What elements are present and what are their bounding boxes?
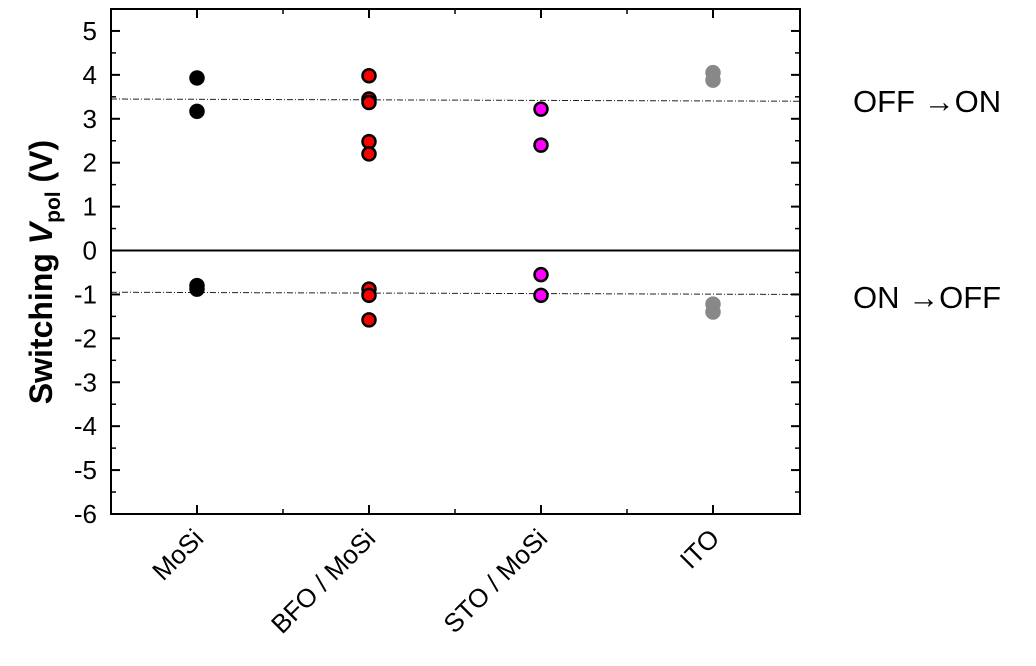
y-tick-label: 4 — [83, 60, 97, 90]
reference-lines — [110, 98, 801, 295]
annotation-on-to-off: ON →OFF — [853, 280, 1001, 315]
data-point-series-0 — [189, 70, 205, 86]
data-point-series-2 — [533, 137, 549, 153]
data-point-series-1 — [361, 312, 377, 328]
y-tick-label: -2 — [74, 323, 97, 353]
y-tick-label: 5 — [83, 16, 97, 46]
data-points — [189, 64, 721, 328]
x-tick-label: BFO / MoSi — [265, 523, 381, 639]
data-point-series-2 — [533, 287, 549, 304]
y-tick-label: 0 — [83, 236, 97, 266]
y-axis-tick-labels: 5 4 3 2 1 0 -1 -2 -3 -4 -5 -6 — [74, 16, 97, 529]
data-point-series-3 — [705, 72, 721, 88]
y-axis-label: Switching Vpol (V) — [23, 140, 64, 404]
data-point-series-2 — [533, 101, 549, 117]
annotation-off-to-on: OFF →ON — [853, 84, 1001, 119]
x-axis-tick-labels: MoSi BFO / MoSi STO / MoSi ITO — [146, 523, 725, 639]
plot-frame — [110, 8, 801, 515]
data-point-series-1 — [361, 94, 377, 111]
x-tick-label: STO / MoSi — [437, 523, 553, 639]
data-point-series-0 — [189, 281, 205, 297]
data-point-series-1 — [361, 146, 377, 162]
data-point-series-1 — [361, 287, 377, 304]
data-point-series-0 — [189, 103, 205, 120]
y-tick-label: 3 — [83, 104, 97, 134]
x-tick-label: ITO — [674, 523, 726, 575]
y-axis-label-prefix: Switching — [23, 244, 59, 404]
x-axis-ticks — [196, 9, 714, 514]
y-axis-label-italic: V — [23, 220, 59, 244]
data-point-series-3 — [705, 304, 721, 320]
y-tick-label: 1 — [83, 192, 97, 222]
y-tick-label: -1 — [74, 279, 97, 309]
data-point-series-2 — [533, 266, 549, 283]
reference-line-1 — [110, 291, 801, 295]
y-axis-label-subscript: pol — [42, 191, 65, 223]
reference-line-0 — [110, 98, 801, 102]
y-tick-label: -6 — [74, 499, 97, 529]
y-tick-label: 2 — [83, 148, 97, 178]
x-tick-label: MoSi — [146, 523, 209, 586]
y-tick-label: -4 — [74, 411, 97, 441]
data-point-series-1 — [361, 67, 377, 84]
y-axis-ticks — [111, 29, 800, 515]
y-tick-label: -5 — [74, 455, 97, 485]
y-axis-label-suffix: (V) — [23, 140, 59, 192]
y-tick-label: -3 — [74, 367, 97, 397]
